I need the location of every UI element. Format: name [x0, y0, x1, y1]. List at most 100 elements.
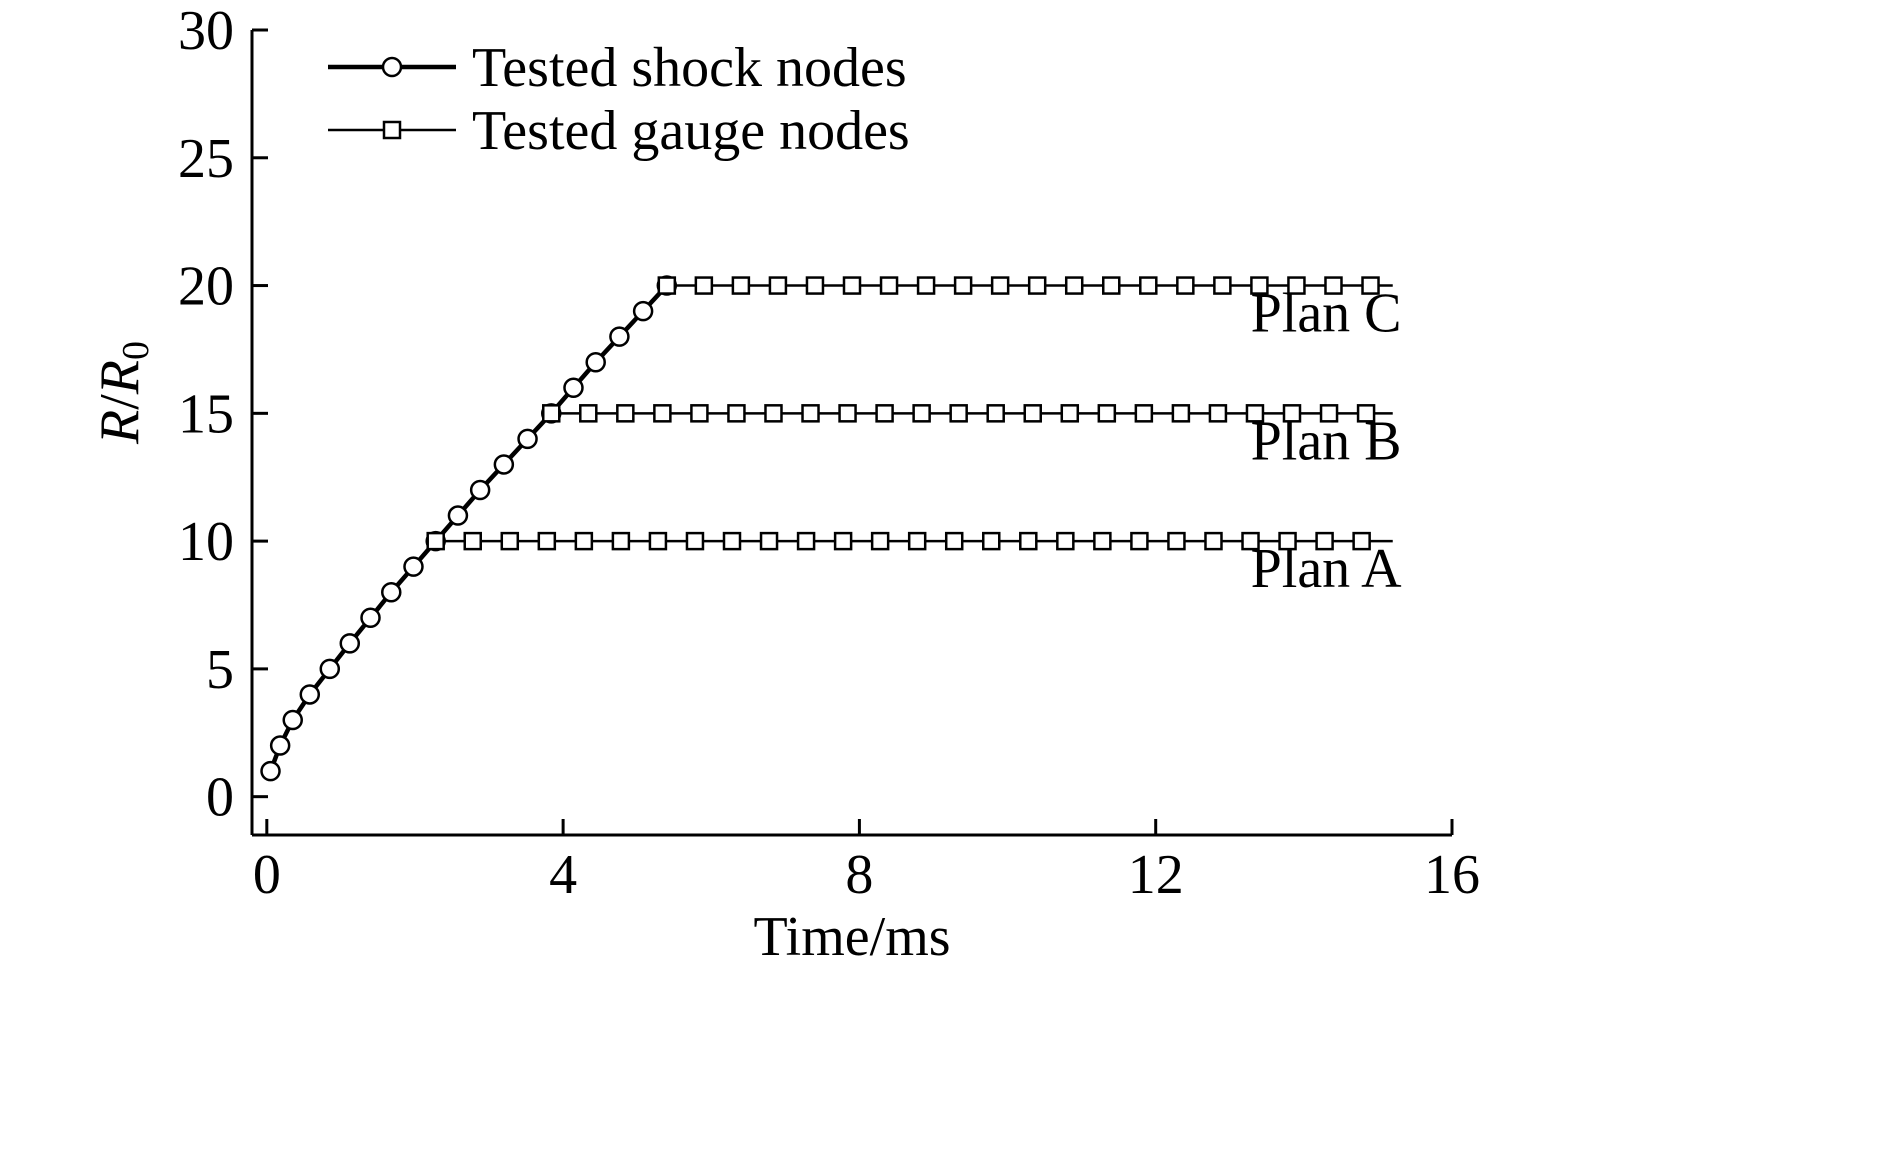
gauge-node-point	[685, 531, 705, 551]
legend-label-shock: Tested shock nodes	[472, 37, 907, 99]
gauge-node-point	[537, 531, 557, 551]
shock-node-point	[269, 735, 291, 756]
gauge-node-point	[986, 404, 1005, 423]
gauge-node-point	[842, 276, 862, 295]
gauge-node-point	[1245, 404, 1265, 423]
plan-label: Plan C	[1251, 283, 1402, 345]
gauge-node-point	[1027, 276, 1047, 295]
shock-node-point	[469, 479, 491, 501]
x-tick-label: 16	[1424, 844, 1480, 906]
plan-label: Plan A	[1251, 538, 1402, 600]
gauge-node-point	[875, 404, 894, 423]
gauge-node-point	[1139, 276, 1158, 295]
gauge-node-point	[1204, 531, 1223, 551]
gauge-node-point	[653, 404, 672, 423]
shock-node-point	[360, 607, 381, 629]
y-label-subscript: 0	[115, 341, 157, 360]
gauge-node-point	[694, 276, 714, 295]
shock-node-point	[447, 505, 469, 526]
shock-node-point	[403, 556, 424, 577]
gauge-node-point	[879, 276, 899, 295]
gauge-node-point	[500, 531, 520, 551]
axes	[250, 30, 1452, 837]
gauge-node-point	[1315, 531, 1334, 551]
gauge-node-point	[1282, 404, 1302, 423]
gauge-node-point	[1056, 531, 1075, 551]
shock-node-point	[381, 581, 402, 603]
series-line-shock	[268, 284, 669, 772]
gauge-node-point	[1134, 404, 1154, 423]
gauge-node-point	[833, 531, 853, 551]
gauge-node-point	[426, 531, 445, 551]
y-tick-label: 30	[178, 0, 234, 62]
gauge-node-point	[1093, 531, 1112, 551]
gauge-node-point	[912, 404, 931, 423]
gauge-node-point	[949, 404, 968, 423]
y-tick-label: 15	[178, 383, 234, 445]
gauge-node-point	[1023, 404, 1042, 423]
shock-node-point	[339, 633, 361, 654]
gauge-node-point	[944, 531, 964, 551]
gauge-node-point	[1287, 276, 1306, 295]
gauge-node-point	[1213, 276, 1232, 295]
shock-node-point	[299, 684, 321, 705]
shock-node-point	[563, 377, 584, 399]
annotations: Plan A Plan B Plan C	[1251, 283, 1402, 601]
gauge-node-point	[1241, 531, 1260, 551]
legend: Tested shock nodes Tested gauge nodes	[328, 37, 910, 162]
plot-area	[260, 275, 1393, 782]
gauge-node-point	[1361, 276, 1380, 295]
gauge-node-point	[579, 404, 598, 423]
shock-node-point	[585, 351, 606, 373]
gauge-node-point	[982, 531, 1001, 551]
y-tick-label: 0	[206, 767, 234, 829]
gauge-node-point	[796, 531, 816, 551]
shock-node-point	[260, 760, 281, 782]
gauge-node-point	[1324, 276, 1343, 295]
gauge-node-point	[1060, 404, 1080, 423]
gauge-node-point	[657, 276, 677, 295]
gauge-node-point	[1167, 531, 1186, 551]
gauge-node-point	[1171, 404, 1191, 423]
gauge-node-point	[1356, 404, 1376, 423]
gauge-node-point	[953, 276, 973, 295]
gauge-node-point	[616, 404, 635, 423]
gauge-node-point	[542, 404, 561, 423]
gauge-node-point	[870, 531, 890, 551]
gauge-node-point	[1319, 404, 1339, 423]
x-tick-label: 4	[549, 844, 577, 906]
gauge-node-point	[1352, 531, 1371, 551]
shock-node-point	[493, 454, 515, 475]
plan-label: Plan B	[1251, 410, 1402, 472]
y-tick-label: 10	[178, 511, 234, 573]
gauge-node-point	[1097, 404, 1117, 423]
gauge-node-point	[768, 276, 788, 295]
y-tick-label: 20	[178, 256, 234, 318]
shock-node-point	[282, 709, 303, 731]
gauge-node-point	[648, 531, 668, 551]
gauge-node-point	[690, 404, 709, 423]
shock-node-point	[632, 300, 654, 322]
gauge-node-point	[838, 404, 857, 423]
gauge-node-point	[916, 276, 936, 295]
legend-marker-gauge	[382, 120, 402, 140]
shock-node-point	[517, 428, 538, 450]
gauge-node-point	[1278, 531, 1297, 551]
y-tick-label: 5	[206, 639, 234, 701]
gauge-node-point	[1208, 404, 1228, 423]
gauge-node-point	[907, 531, 927, 551]
gauge-node-point	[990, 276, 1010, 295]
shock-node-point	[319, 658, 341, 680]
legend-marker-shock	[381, 56, 403, 78]
gauge-node-point	[722, 531, 742, 551]
x-axis-label: Time/ms	[753, 906, 950, 968]
x-tick-label: 0	[253, 844, 281, 906]
gauge-node-point	[1102, 276, 1121, 295]
x-tick-label: 8	[845, 844, 873, 906]
legend-label-gauge: Tested gauge nodes	[472, 100, 910, 162]
ticks: 0 5 10 15 20 25 30 0 4 8 12 16	[178, 0, 1480, 906]
gauge-node-point	[611, 531, 631, 551]
shock-node-point	[609, 326, 630, 347]
y-label-main: R	[89, 410, 151, 445]
